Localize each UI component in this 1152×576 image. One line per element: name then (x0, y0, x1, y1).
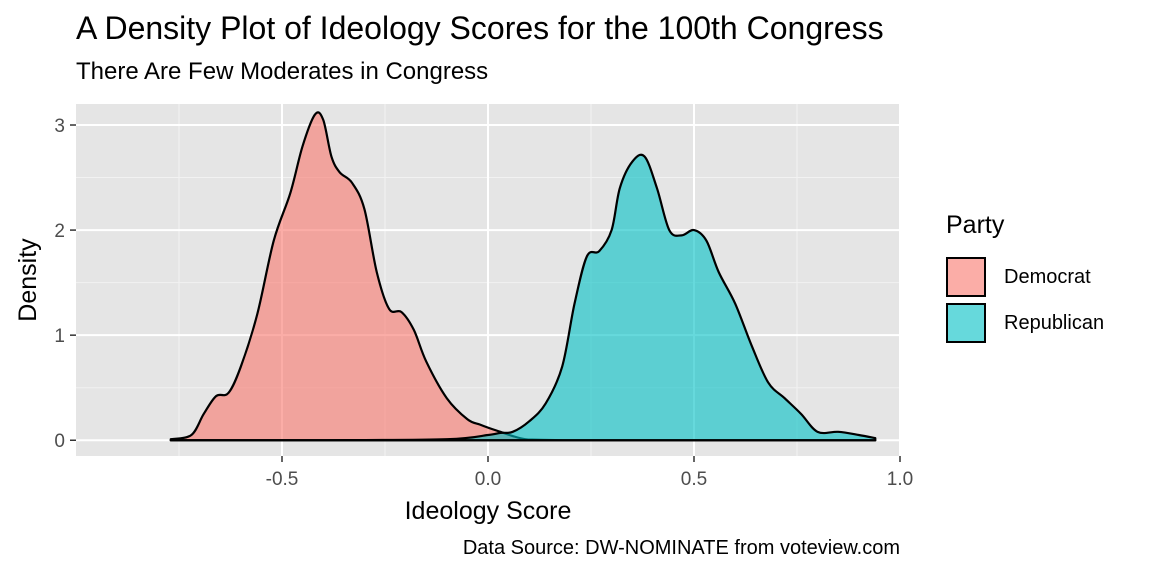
legend-swatch-democrat (946, 257, 986, 297)
x-axis-title: Ideology Score (405, 497, 572, 525)
x-axis: -0.5 0.0 0.5 1.0 (266, 456, 913, 490)
legend-swatch-republican (946, 303, 986, 343)
y-tick-label: 3 (54, 116, 65, 137)
chart-title: A Density Plot of Ideology Scores for th… (76, 10, 884, 46)
x-tick-label: -0.5 (266, 469, 299, 490)
density-area-republican (169, 153, 877, 442)
chart-subtitle: There Are Few Moderates in Congress (76, 58, 489, 85)
legend-item-republican: Republican (946, 300, 1104, 346)
legend: Party Democrat Republican (946, 211, 1104, 346)
y-axis-title: Density (14, 238, 42, 322)
series-layer (169, 111, 877, 442)
legend-label-democrat: Democrat (1004, 265, 1091, 288)
x-tick-label: 0.5 (681, 469, 707, 490)
data-source-caption: Data Source: DW-NOMINATE from voteview.c… (462, 537, 900, 559)
y-axis: 0 1 2 3 (54, 116, 76, 452)
y-tick-label: 1 (54, 326, 65, 347)
y-tick-label: 0 (54, 431, 65, 452)
legend-item-democrat: Democrat (946, 254, 1104, 300)
x-tick-label: 1.0 (887, 469, 913, 490)
legend-label-republican: Republican (1004, 311, 1105, 334)
y-tick-label: 2 (54, 221, 65, 242)
legend-title: Party (946, 211, 1005, 239)
x-tick-label: 0.0 (475, 469, 501, 490)
